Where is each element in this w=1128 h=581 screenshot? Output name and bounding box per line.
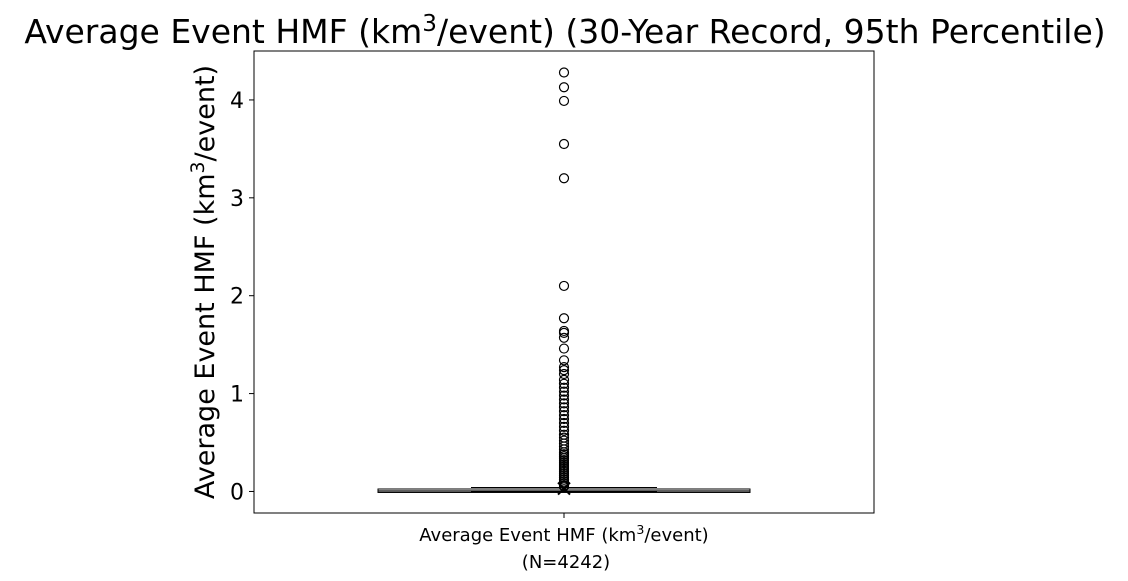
y-tick-label: 0 (230, 480, 244, 505)
x-tick-label: Average Event HMF (km3/event) (419, 522, 708, 546)
outlier-point (558, 421, 570, 432)
outlier-point (558, 406, 570, 417)
y-tick-label: 4 (230, 89, 244, 114)
outlier-points (558, 67, 570, 492)
outlier-point (558, 138, 570, 150)
outlier-point (558, 82, 570, 93)
outlier-point (558, 313, 570, 324)
outlier-point (558, 368, 570, 380)
outlier-point (558, 382, 570, 393)
y-tick-label: 3 (230, 187, 244, 212)
outlier-point (558, 343, 570, 354)
y-tick-label: 1 (230, 383, 244, 408)
outlier-point (558, 425, 570, 436)
outlier-point (558, 413, 570, 425)
outlier-point (558, 95, 570, 107)
chart-title: Average Event HMF (km3/event) (30-Year R… (24, 11, 1105, 51)
outlier-point (558, 173, 570, 184)
outlier-point (558, 390, 570, 401)
outlier-point (558, 280, 570, 292)
outlier-point (558, 398, 570, 409)
outlier-point (558, 332, 570, 343)
outlier-point (558, 362, 570, 373)
outlier-point (558, 481, 570, 492)
y-axis: 0 1 2 3 4 (230, 89, 254, 505)
y-tick-label: 2 (230, 285, 244, 310)
outlier-point (558, 417, 570, 429)
outlier-point (558, 67, 570, 78)
outlier-point (558, 378, 570, 389)
outlier-point (558, 327, 570, 338)
x-tick-sublabel: (N=4242) (522, 552, 610, 573)
outlier-point (558, 441, 570, 452)
outlier-point (558, 402, 570, 413)
outlier-point (558, 386, 570, 397)
outlier-point (558, 355, 570, 366)
outlier-point (558, 374, 570, 385)
outlier-point (558, 410, 570, 421)
outlier-point (558, 394, 570, 405)
outlier-point (558, 364, 570, 376)
y-axis-label: Average Event HMF (km3/event) (187, 65, 221, 499)
